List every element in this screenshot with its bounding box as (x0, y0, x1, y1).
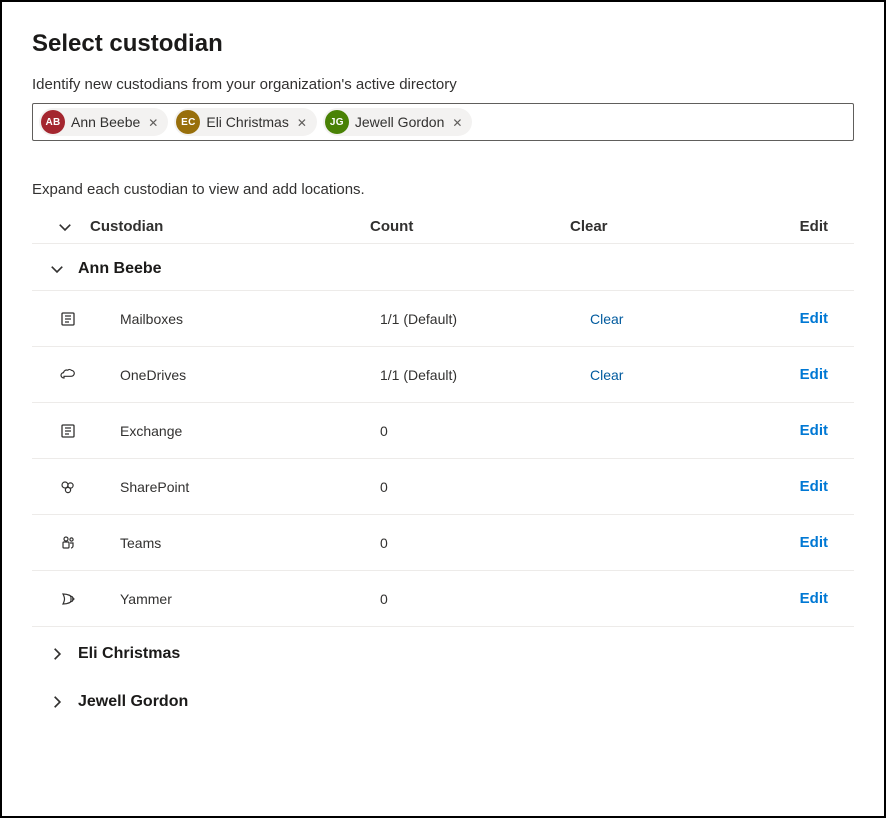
location-icon-cell (60, 591, 76, 607)
custodian-name: Eli Christmas (78, 645, 180, 663)
location-label: OneDrives (120, 367, 380, 383)
custodian-pill[interactable]: EC Eli Christmas (174, 108, 317, 136)
locations-table-header: Custodian Count Clear Edit (32, 210, 854, 244)
edit-link[interactable]: Edit (760, 366, 846, 383)
mailboxes-icon (60, 311, 76, 327)
remove-pill-icon[interactable] (146, 115, 160, 129)
edit-link[interactable]: Edit (760, 478, 846, 495)
exchange-icon (60, 423, 76, 439)
expand-all-icon[interactable] (58, 220, 72, 234)
edit-link[interactable]: Edit (760, 590, 846, 607)
location-icon-cell (60, 535, 76, 551)
location-row: Teams0 Edit (32, 515, 854, 571)
custodian-name: Ann Beebe (78, 260, 162, 278)
edit-link[interactable]: Edit (760, 534, 846, 551)
location-count: 0 (380, 423, 590, 439)
clear-link[interactable]: Clear (590, 311, 760, 327)
location-row: Mailboxes1/1 (Default)ClearEdit (32, 291, 854, 347)
custodian-pill[interactable]: AB Ann Beebe (39, 108, 168, 136)
location-label: SharePoint (120, 479, 380, 495)
location-count: 0 (380, 591, 590, 607)
page-subtitle: Identify new custodians from your organi… (32, 76, 854, 93)
column-edit: Edit (740, 218, 846, 235)
column-clear: Clear (570, 218, 740, 235)
avatar: AB (41, 110, 65, 134)
location-label: Teams (120, 535, 380, 551)
column-custodian: Custodian (90, 218, 370, 235)
location-icon-cell (60, 367, 76, 383)
custodian-name: Jewell Gordon (78, 693, 188, 711)
remove-pill-icon[interactable] (450, 115, 464, 129)
avatar: JG (325, 110, 349, 134)
remove-pill-icon[interactable] (295, 115, 309, 129)
pill-label: Eli Christmas (206, 114, 288, 130)
location-icon-cell (60, 311, 76, 327)
helper-text: Expand each custodian to view and add lo… (32, 181, 854, 198)
location-row: Yammer0 Edit (32, 571, 854, 627)
avatar: EC (176, 110, 200, 134)
pill-label: Jewell Gordon (355, 114, 445, 130)
edit-link[interactable]: Edit (760, 422, 846, 439)
custodian-row[interactable]: Ann Beebe (32, 244, 854, 291)
edit-link[interactable]: Edit (760, 310, 846, 327)
location-icon-cell (60, 479, 76, 495)
chevron-right-icon[interactable] (50, 647, 64, 661)
location-row: OneDrives1/1 (Default)ClearEdit (32, 347, 854, 403)
pill-label: Ann Beebe (71, 114, 140, 130)
location-count: 0 (380, 479, 590, 495)
location-count: 1/1 (Default) (380, 367, 590, 383)
page-title: Select custodian (32, 30, 854, 58)
custodian-pill[interactable]: JG Jewell Gordon (323, 108, 473, 136)
chevron-down-icon[interactable] (50, 262, 64, 276)
location-icon-cell (60, 423, 76, 439)
location-label: Exchange (120, 423, 380, 439)
teams-icon (60, 535, 76, 551)
sharepoint-icon (60, 479, 76, 495)
clear-link[interactable]: Clear (590, 367, 760, 383)
location-count: 0 (380, 535, 590, 551)
custodian-panel: Select custodian Identify new custodians… (0, 0, 886, 818)
onedrive-icon (60, 367, 76, 383)
column-count: Count (370, 218, 570, 235)
custodian-row[interactable]: Eli Christmas (32, 627, 854, 675)
yammer-icon (60, 591, 76, 607)
custodian-list: Ann BeebeMailboxes1/1 (Default)ClearEdit… (32, 244, 854, 723)
location-label: Yammer (120, 591, 380, 607)
location-label: Mailboxes (120, 311, 380, 327)
location-count: 1/1 (Default) (380, 311, 590, 327)
location-row: Exchange0 Edit (32, 403, 854, 459)
custodian-row[interactable]: Jewell Gordon (32, 675, 854, 723)
custodian-token-input[interactable]: AB Ann Beebe EC Eli Christmas JG Jewell Gordo… (32, 103, 854, 141)
location-row: SharePoint0 Edit (32, 459, 854, 515)
chevron-right-icon[interactable] (50, 695, 64, 709)
